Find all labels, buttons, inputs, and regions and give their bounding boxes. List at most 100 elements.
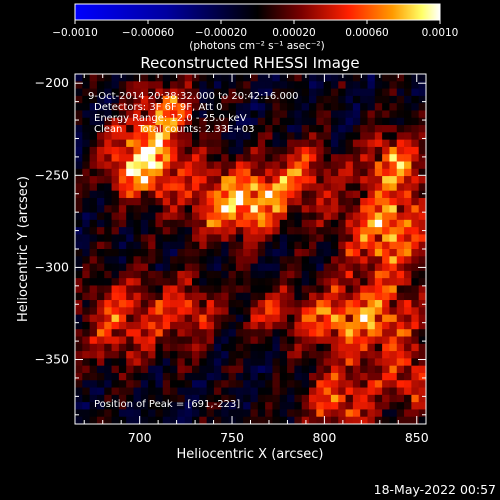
- heatmap-cell: [111, 212, 120, 221]
- heatmap-cell: [170, 241, 178, 250]
- heatmap-cell: [126, 125, 134, 133]
- colorbar-gradient: [74, 3, 441, 21]
- heatmap-cell: [111, 168, 120, 177]
- heatmap-cell: [133, 394, 142, 403]
- heatmap-cell: [374, 285, 383, 294]
- heatmap-cell: [396, 402, 405, 410]
- heatmap-cell: [316, 300, 325, 308]
- heatmap-cell: [345, 103, 354, 111]
- heatmap-cell: [345, 278, 354, 286]
- heatmap-cell: [418, 307, 427, 316]
- heatmap-cell: [345, 241, 354, 250]
- heatmap-cell: [75, 307, 83, 316]
- heatmap-cell: [104, 117, 112, 126]
- heatmap-cell: [162, 139, 171, 148]
- heatmap-cell: [330, 227, 339, 235]
- heatmap-cell: [140, 300, 149, 308]
- heatmap-cell: [82, 125, 91, 133]
- heatmap-cell: [250, 380, 259, 388]
- heatmap-cell: [352, 88, 361, 97]
- heatmap-cell: [374, 270, 383, 279]
- heatmap-cell: [148, 270, 156, 279]
- heatmap-cell: [104, 358, 112, 367]
- heatmap-cell: [243, 307, 251, 316]
- heatmap-cell: [111, 125, 120, 133]
- heatmap-cell: [228, 336, 237, 345]
- heatmap-cell: [374, 212, 383, 221]
- heatmap-cell: [184, 227, 193, 235]
- heatmap-cell: [126, 409, 134, 418]
- heatmap-cell: [235, 139, 244, 148]
- heatmap-cell: [272, 285, 281, 294]
- heatmap-cell: [75, 343, 83, 352]
- heatmap-cell: [104, 132, 112, 141]
- heatmap-cell: [221, 416, 229, 425]
- heatmap-cell: [118, 132, 127, 141]
- heatmap-cell: [148, 380, 156, 388]
- heatmap-cell: [184, 380, 193, 388]
- heatmap-cell: [352, 168, 361, 177]
- heatmap-cell: [82, 263, 91, 272]
- heatmap-cell: [221, 351, 229, 359]
- heatmap-cell: [140, 409, 149, 418]
- heatmap-cell: [162, 336, 171, 345]
- heatmap-cell: [206, 234, 215, 243]
- heatmap-cell: [404, 270, 412, 279]
- heatmap-cell: [184, 336, 193, 345]
- heatmap-cell: [96, 300, 105, 308]
- heatmap-cell: [75, 365, 83, 374]
- heatmap-cell: [374, 329, 383, 337]
- heatmap-cell: [352, 343, 361, 352]
- heatmap-cell: [228, 219, 237, 228]
- heatmap-cell: [272, 351, 281, 359]
- heatmap-cell: [104, 285, 112, 294]
- heatmap-cell: [411, 139, 420, 148]
- heatmap-cell: [367, 190, 376, 199]
- heatmap-cell: [162, 314, 171, 323]
- heatmap-cell: [345, 110, 354, 119]
- heatmap-cell: [338, 146, 346, 155]
- heatmap-cell: [257, 168, 266, 177]
- heatmap-cell: [96, 219, 105, 228]
- heatmap-cell: [228, 278, 237, 286]
- heatmap-cell: [155, 285, 164, 294]
- heatmap-cell: [323, 300, 332, 308]
- heatmap-cell: [396, 154, 405, 162]
- heatmap-cell: [345, 263, 354, 272]
- heatmap-cell: [287, 154, 295, 162]
- heatmap-cell: [192, 125, 200, 133]
- heatmap-cell: [294, 321, 303, 330]
- heatmap-cell: [104, 270, 112, 279]
- heatmap-cell: [257, 365, 266, 374]
- heatmap-cell: [279, 88, 288, 97]
- heatmap-cell: [330, 146, 339, 155]
- heatmap-cell: [374, 336, 383, 345]
- heatmap-cell: [192, 117, 200, 126]
- heatmap-cell: [140, 88, 149, 97]
- heatmap-cell: [272, 183, 281, 192]
- heatmap-cell: [104, 154, 112, 162]
- heatmap-cell: [257, 234, 266, 243]
- heatmap-cell: [140, 125, 149, 133]
- heatmap-cell: [323, 227, 332, 235]
- heatmap-cell: [316, 212, 325, 221]
- heatmap-cell: [82, 416, 91, 425]
- heatmap-cell: [155, 358, 164, 367]
- heatmap-cell: [323, 146, 332, 155]
- heatmap-cell: [352, 219, 361, 228]
- heatmap-cell: [148, 81, 156, 89]
- heatmap-cell: [272, 394, 281, 403]
- heatmap-cell: [294, 146, 303, 155]
- heatmap-cell: [279, 154, 288, 162]
- heatmap-cell: [279, 278, 288, 286]
- heatmap-cell: [396, 139, 405, 148]
- heatmap-cell: [118, 292, 127, 301]
- heatmap-cell: [221, 402, 229, 410]
- heatmap-cell: [221, 103, 229, 111]
- heatmap-cell: [89, 190, 98, 199]
- heatmap-cell: [360, 387, 368, 396]
- heatmap-cell: [96, 292, 105, 301]
- heatmap-cell: [345, 394, 354, 403]
- heatmap-cell: [345, 146, 354, 155]
- heatmap-cell: [104, 314, 112, 323]
